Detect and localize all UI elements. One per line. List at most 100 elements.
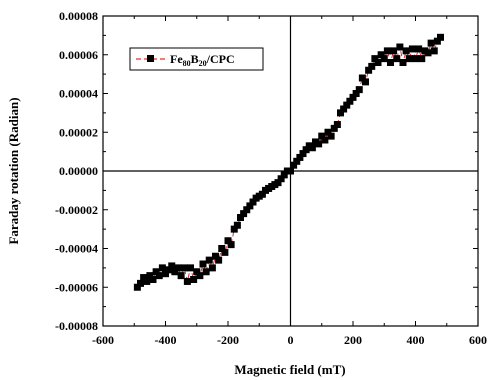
data-point	[387, 59, 394, 66]
data-point	[424, 49, 432, 57]
data-point	[408, 45, 416, 53]
legend-fe: Fe	[170, 52, 183, 66]
data-point	[158, 264, 166, 272]
data-point	[412, 55, 419, 63]
y-tick-label: -0.00002	[55, 203, 98, 217]
data-point	[218, 245, 226, 252]
data-point	[280, 171, 288, 179]
data-point	[187, 264, 194, 272]
x-tick-label: 600	[469, 333, 487, 347]
legend-marker	[147, 55, 154, 62]
data-point	[215, 256, 223, 264]
data-point	[202, 268, 210, 276]
data-point	[302, 146, 310, 154]
x-tick-label: -400	[155, 333, 177, 347]
legend-sub-80: 80	[183, 59, 191, 68]
x-axis-title: Magnetic field (mT)	[234, 362, 345, 377]
data-point	[377, 51, 385, 59]
data-point	[137, 279, 144, 287]
data-point	[380, 55, 388, 63]
y-tick-label: -0.00006	[55, 280, 98, 294]
data-point	[240, 210, 248, 218]
data-point	[383, 47, 391, 55]
legend-text: Fe80B20/CPC	[170, 52, 235, 68]
data-point	[352, 90, 360, 97]
y-axis-title: Faraday rotation (Radian)	[6, 97, 21, 244]
data-point	[177, 272, 185, 280]
x-tick-label: 400	[407, 333, 425, 347]
data-point	[308, 144, 316, 152]
data-point	[143, 277, 151, 285]
data-point	[162, 270, 169, 278]
data-point	[146, 272, 154, 280]
data-point	[368, 62, 376, 70]
series-polyline	[136, 36, 441, 288]
data-point	[415, 45, 423, 53]
data-point	[133, 283, 141, 291]
data-point	[362, 78, 369, 86]
data-point	[174, 264, 182, 272]
data-point	[224, 237, 232, 245]
data-point	[155, 272, 163, 280]
data-point	[205, 256, 213, 264]
data-point	[437, 33, 444, 41]
data-point	[230, 225, 238, 233]
data-point	[165, 266, 173, 274]
data-point	[318, 132, 326, 140]
data-point	[171, 268, 179, 276]
data-point	[290, 161, 298, 169]
y-tick-label: -0.00004	[55, 242, 98, 256]
data-point	[243, 206, 251, 214]
data-point	[337, 109, 344, 117]
legend-rest: /CPC	[206, 52, 235, 66]
x-axis-ticks: -600 -400 -200 0 200 400 600	[92, 16, 487, 347]
data-point	[227, 241, 235, 249]
legend: Fe80B20/CPC	[129, 47, 264, 71]
data-point	[233, 221, 241, 229]
data-point	[399, 59, 407, 66]
data-point	[193, 268, 201, 276]
data-point	[358, 74, 366, 82]
data-point	[183, 277, 191, 285]
y-axis-ticks: -0.00008 -0.00006 -0.00004 -0.00002 0.00000 0…	[55, 9, 478, 333]
y-tick-label: -0.00008	[55, 319, 98, 333]
y-tick-label: 0.00004	[59, 87, 98, 101]
data-point	[402, 47, 410, 55]
data-point	[340, 105, 348, 113]
data-point	[208, 264, 216, 272]
series-points	[133, 33, 444, 291]
data-point	[149, 276, 157, 283]
data-point	[327, 132, 335, 140]
data-point	[346, 97, 354, 105]
data-point	[221, 248, 229, 256]
legend-b: B	[191, 52, 199, 66]
data-point	[293, 157, 301, 165]
data-point	[396, 43, 404, 51]
data-point	[190, 276, 198, 283]
data-point	[374, 59, 382, 66]
data-point	[140, 274, 148, 282]
data-point	[237, 214, 244, 221]
data-point	[343, 101, 351, 109]
data-point	[249, 198, 257, 206]
data-point	[349, 93, 357, 101]
data-point	[355, 86, 363, 94]
data-point	[321, 136, 329, 144]
legend-box	[129, 47, 264, 71]
data-point	[152, 268, 160, 276]
legend-sub-20: 20	[199, 59, 207, 68]
data-point	[274, 179, 282, 187]
data-point	[315, 140, 323, 148]
x-tick-label: -200	[217, 333, 239, 347]
data-point	[287, 167, 294, 175]
series-line	[136, 36, 441, 288]
y-tick-label: 0.00008	[59, 9, 98, 23]
data-point	[168, 262, 176, 270]
data-point	[212, 252, 219, 260]
data-point	[258, 190, 266, 198]
data-point	[393, 55, 401, 63]
x-tick-label: 0	[288, 333, 294, 347]
x-tick-label: 200	[344, 333, 362, 347]
data-point	[430, 47, 438, 55]
